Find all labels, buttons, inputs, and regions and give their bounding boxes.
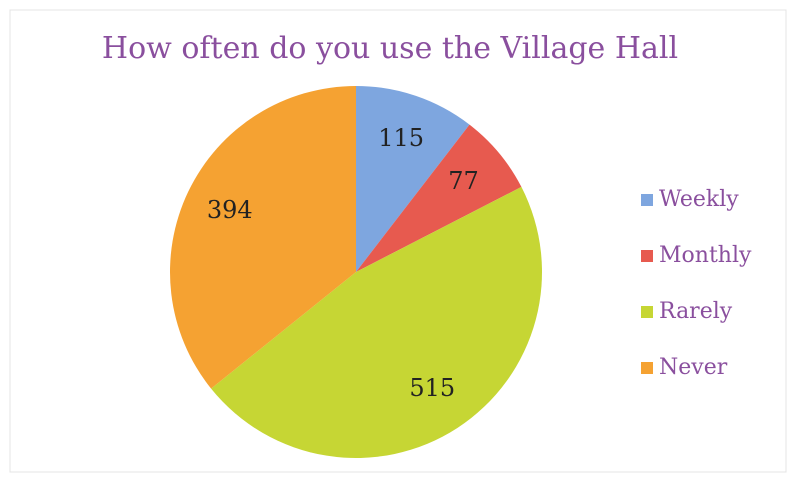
legend-label: Monthly	[659, 243, 752, 268]
legend-label: Rarely	[659, 299, 733, 324]
pie-slice	[356, 124, 522, 272]
pie-slice	[170, 86, 356, 389]
legend-swatch	[641, 194, 653, 206]
data-label: 394	[207, 196, 253, 224]
pie-slice	[211, 186, 542, 459]
legend-label: Weekly	[659, 187, 739, 212]
legend-label: Never	[659, 355, 728, 380]
legend-swatch	[641, 362, 653, 374]
chart-title: How often do you use the Village Hall	[102, 31, 678, 66]
legend-swatch	[641, 306, 653, 318]
data-label: 77	[448, 167, 479, 195]
data-label: 115	[378, 124, 424, 152]
legend-swatch	[641, 250, 653, 262]
pie-slice	[356, 86, 470, 272]
data-label: 515	[409, 374, 455, 402]
